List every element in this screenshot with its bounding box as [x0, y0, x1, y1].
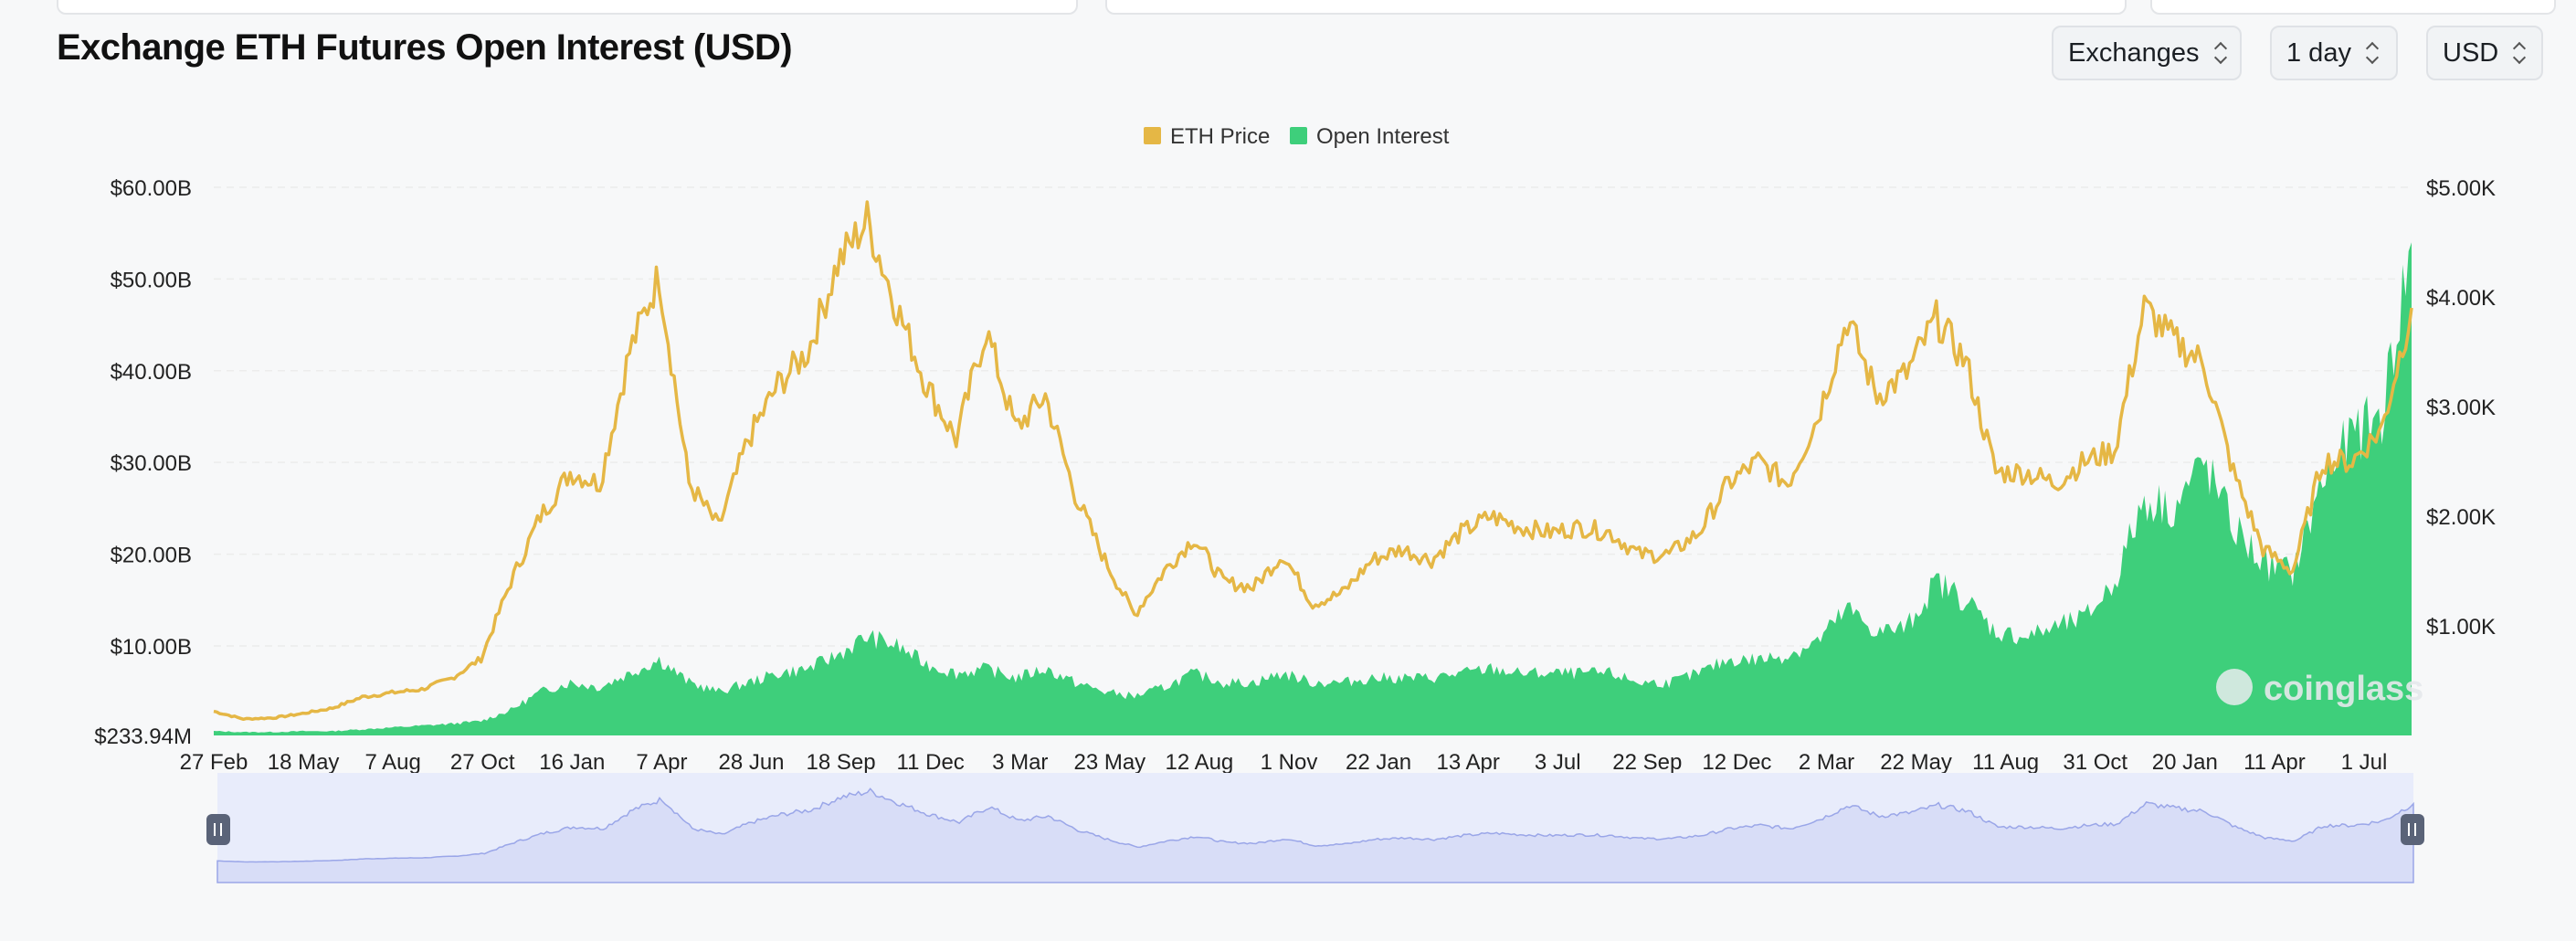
x-tick-label: 7 Aug: [364, 750, 420, 775]
x-tick-label: 3 Jul: [1535, 750, 1581, 775]
right-tick-label: $3.00K: [2426, 396, 2496, 420]
right-tick-label: $2.00K: [2426, 505, 2496, 530]
x-tick-label: 1 Nov: [1261, 750, 1318, 775]
x-tick-label: 11 Aug: [1972, 750, 2039, 775]
x-tick-label: 22 Sep: [1612, 750, 1682, 775]
legend-label-open-interest[interactable]: Open Interest: [1316, 124, 1450, 149]
x-tick-label: 27 Feb: [180, 750, 248, 775]
x-tick-label: 16 Jan: [539, 750, 605, 775]
x-tick-label: 27 Oct: [450, 750, 515, 775]
x-tick-label: 12 Dec: [1702, 750, 1771, 775]
chart-grid: [214, 186, 2412, 647]
x-tick-label: 1 Jul: [2341, 750, 2388, 775]
legend-swatch-eth-price[interactable]: [1144, 127, 1161, 144]
legend-swatch-open-interest[interactable]: [1290, 127, 1307, 144]
x-axis: 27 Feb 18 May 7 Aug 27 Oct 16 Jan 7 Apr 28 Jun…: [180, 750, 2388, 775]
left-tick-label: $40.00B: [111, 360, 192, 385]
x-tick-label: 22 May: [1880, 750, 1952, 775]
x-tick-label: 2 Mar: [1799, 750, 1854, 775]
coinglass-logo-icon: [2216, 669, 2253, 705]
x-tick-label: 18 May: [268, 750, 340, 775]
left-tick-label: $233.94M: [94, 724, 192, 749]
page-title: Exchange ETH Futures Open Interest (USD): [57, 27, 793, 68]
top-card-right: [2150, 0, 2556, 15]
interval-select[interactable]: 1 day: [2270, 26, 2398, 80]
navigator-handle-right[interactable]: [2401, 814, 2424, 845]
left-tick-label: $20.00B: [111, 544, 192, 568]
left-axis: $233.94M $10.00B $20.00B $30.00B $40.00B $50.…: [94, 176, 192, 749]
watermark: coinglass: [2216, 669, 2423, 708]
x-tick-label: 31 Oct: [2063, 750, 2127, 775]
range-navigator[interactable]: [206, 773, 2424, 883]
exchanges-select[interactable]: Exchanges: [2052, 26, 2242, 80]
x-tick-label: 11 Apr: [2243, 750, 2306, 775]
left-tick-label: $60.00B: [111, 176, 192, 201]
currency-select-label: USD: [2443, 37, 2499, 68]
exchanges-select-label: Exchanges: [2068, 37, 2200, 68]
watermark-text: coinglass: [2264, 670, 2423, 708]
left-tick-label: $10.00B: [111, 635, 192, 660]
chart-legend: ETH Price Open Interest: [1144, 124, 1450, 149]
x-tick-label: 11 Dec: [897, 750, 965, 775]
legend-label-eth-price[interactable]: ETH Price: [1170, 124, 1270, 149]
x-tick-label: 22 Jan: [1346, 750, 1411, 775]
right-tick-label: $4.00K: [2426, 286, 2496, 311]
interval-select-label: 1 day: [2286, 37, 2351, 68]
open-interest-area: [214, 242, 2412, 735]
x-tick-label: 28 Jun: [718, 750, 784, 775]
left-tick-label: $50.00B: [111, 268, 192, 292]
x-tick-label: 13 Apr: [1436, 750, 1499, 775]
x-tick-label: 3 Mar: [992, 750, 1048, 775]
x-tick-label: 18 Sep: [807, 750, 876, 775]
left-tick-label: $30.00B: [111, 451, 192, 476]
top-card-left: [57, 0, 1078, 15]
right-tick-label: $5.00K: [2426, 176, 2496, 201]
eth-price-line: [213, 200, 2413, 722]
top-card-middle: [1105, 0, 2127, 15]
x-tick-label: 20 Jan: [2152, 750, 2218, 775]
navigator-area: [216, 788, 2414, 883]
currency-select[interactable]: USD: [2426, 26, 2543, 80]
right-tick-label: $1.00K: [2426, 615, 2496, 640]
x-tick-label: 12 Aug: [1166, 750, 1234, 775]
right-axis: $1.00K $2.00K $3.00K $4.00K $5.00K: [2426, 176, 2496, 640]
x-tick-label: 7 Apr: [636, 750, 687, 775]
x-tick-label: 23 May: [1073, 750, 1145, 775]
navigator-handle-left[interactable]: [206, 814, 230, 845]
